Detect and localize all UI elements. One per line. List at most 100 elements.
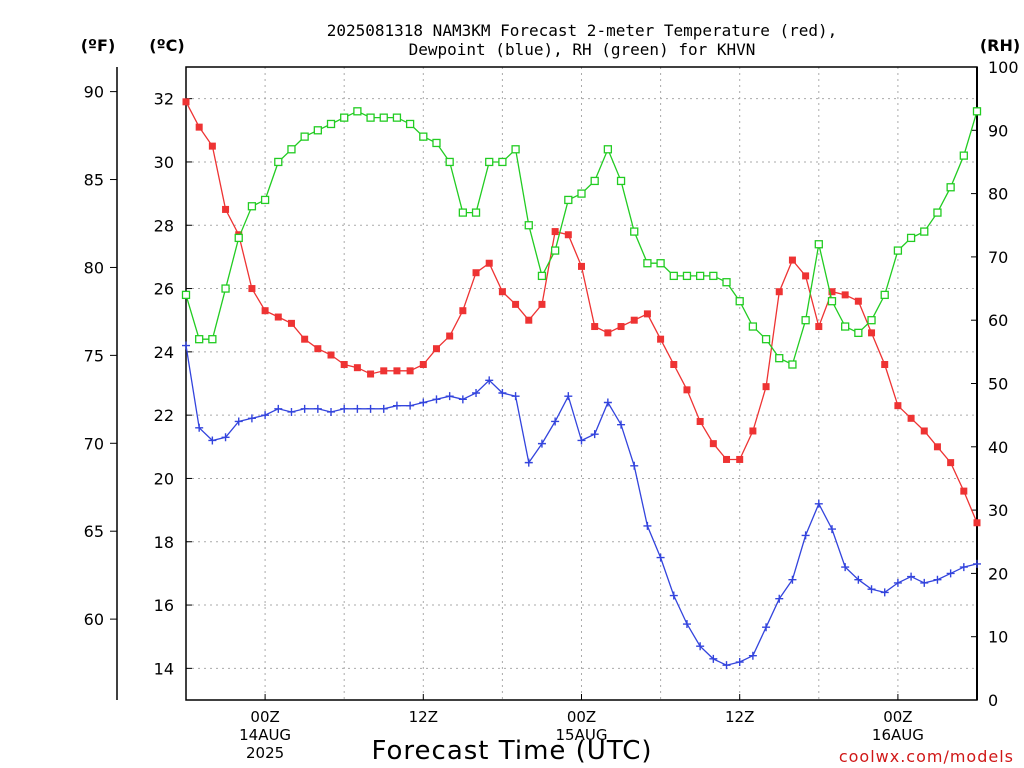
fahrenheit-tick-label: 60 [84, 610, 104, 629]
rh-point [867, 316, 876, 325]
temperature-point [841, 291, 849, 299]
temperature-point [472, 269, 480, 277]
rh-point [432, 138, 441, 148]
dewpoint-point [867, 585, 876, 594]
rh-point [669, 271, 678, 281]
temperature-point [182, 98, 190, 106]
fahrenheit-tick-label: 80 [84, 258, 104, 277]
temperature-point [208, 142, 216, 150]
dewpoint-point [669, 591, 678, 600]
temperature-point [802, 272, 810, 280]
rh-tick-label: 0 [988, 691, 998, 710]
temperature-point [670, 361, 678, 369]
rh-point [933, 208, 942, 217]
rh-point [234, 233, 243, 243]
dewpoint-point [340, 404, 349, 413]
rh-tick-label: 90 [988, 121, 1008, 140]
series-temperature [182, 98, 981, 527]
rh-point [906, 233, 916, 243]
rh-point [498, 157, 507, 167]
chart-title-line1: 2025081318 NAM3KM Forecast 2-meter Tempe… [327, 21, 838, 40]
celsius-tick-label: 32 [154, 90, 174, 109]
temperature-point [261, 307, 269, 315]
rh-point [405, 119, 415, 129]
dewpoint-point [590, 430, 599, 439]
temperature-point [709, 440, 717, 448]
rh-point [656, 259, 665, 268]
temperature-point [617, 323, 625, 331]
dewpoint-point [827, 525, 836, 534]
temperature-point [446, 332, 454, 340]
temperature-point [933, 443, 941, 451]
dewpoint-point [920, 578, 929, 587]
temperature-point [301, 335, 309, 343]
rh-point [524, 221, 533, 230]
rh-point [577, 189, 586, 198]
rh-point [709, 271, 718, 281]
dewpoint-point [327, 407, 336, 416]
chart-title-line2: Dewpoint (blue), RH (green) for KHVN [409, 40, 756, 59]
rh-tick-label: 80 [988, 185, 1008, 204]
celsius-tick-label: 14 [154, 659, 174, 678]
rh-unit-label: (RH) [980, 36, 1020, 55]
dewpoint-point [946, 569, 955, 578]
dewpoint-point [775, 594, 784, 603]
rh-point [340, 113, 349, 122]
dewpoint-point [472, 388, 481, 397]
rh-tick-label: 60 [988, 311, 1008, 330]
temperature-point [538, 300, 546, 308]
celsius-tick-label: 26 [154, 280, 174, 299]
dewpoint-point [208, 436, 217, 445]
tick-labels: 60 65 70 75 80 85 90 14 16 18 20 22 24 26 28 30 32 0 10 20 3… [84, 58, 1019, 762]
fahrenheit-tick-label: 65 [84, 522, 104, 541]
temperature-point [393, 367, 401, 375]
dewpoint-point [907, 572, 916, 581]
rh-point [972, 107, 982, 116]
temperature-point [815, 323, 823, 331]
dewpoint-point [748, 651, 757, 660]
temperature-point [828, 288, 836, 296]
dewpoint-point [959, 563, 968, 572]
axes [110, 66, 978, 701]
x-tick-label: 2025 [246, 744, 284, 762]
dewpoint-point [379, 404, 388, 413]
temperature-point [353, 364, 361, 372]
x-tick-label: 12Z [725, 708, 754, 726]
rh-point [788, 360, 797, 369]
rh-point [511, 145, 520, 154]
celsius-tick-label: 24 [154, 343, 174, 362]
dewpoint-point [735, 658, 744, 667]
rh-point [920, 227, 929, 236]
rh-point [458, 208, 468, 217]
x-tick-label: 00Z [250, 708, 279, 726]
rh-tick-label: 20 [988, 564, 1008, 583]
x-axis-label: Forecast Time (UTC) [371, 736, 652, 766]
rh-point [775, 354, 784, 363]
rh-point [300, 132, 309, 141]
temperature-point [578, 262, 585, 270]
temperature-point [195, 123, 203, 131]
rh-point [221, 284, 230, 293]
rh-tick-label: 100 [988, 58, 1019, 77]
rh-tick-label: 50 [988, 375, 1008, 394]
dewpoint-point [419, 398, 428, 407]
celsius-tick-label: 22 [154, 406, 174, 425]
temperature-point [485, 259, 493, 267]
dewpoint-point [696, 642, 705, 651]
temperature-point [762, 383, 770, 391]
dewpoint-point [603, 398, 612, 407]
temperature-point [683, 386, 691, 394]
dewpoint-point [234, 417, 243, 426]
temperature-point [736, 455, 744, 463]
temperature-point [643, 310, 651, 318]
dewpoint-point [762, 623, 771, 632]
fahrenheit-tick-label: 70 [84, 434, 104, 453]
rh-point [643, 259, 652, 268]
rh-point [893, 246, 903, 255]
rh-point [748, 322, 758, 331]
rh-point [946, 183, 955, 192]
celsius-tick-label: 30 [154, 153, 174, 172]
rh-tick-label: 70 [988, 248, 1008, 267]
series-rh [181, 107, 982, 369]
